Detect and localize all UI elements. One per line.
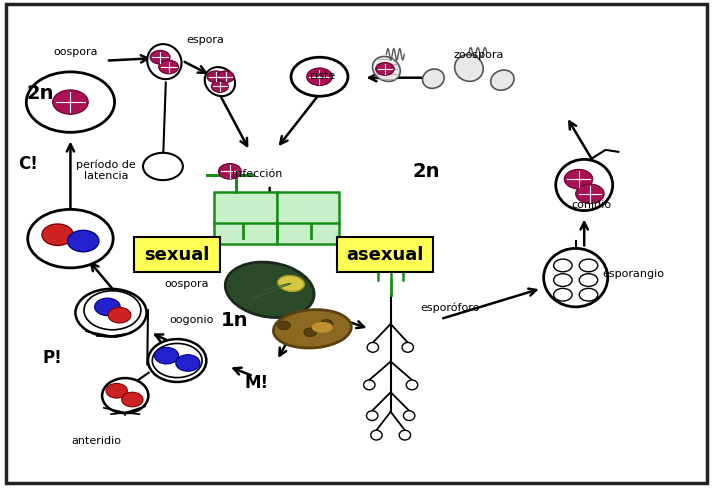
Ellipse shape	[491, 71, 514, 91]
Circle shape	[553, 289, 572, 302]
Circle shape	[53, 91, 88, 115]
Circle shape	[553, 274, 572, 287]
Circle shape	[218, 164, 241, 180]
Ellipse shape	[406, 380, 418, 390]
Text: conidio: conidio	[571, 200, 611, 210]
Ellipse shape	[364, 380, 375, 390]
Circle shape	[320, 320, 333, 329]
Text: ciste: ciste	[309, 71, 335, 81]
Circle shape	[291, 58, 348, 97]
Text: P!: P!	[42, 348, 62, 366]
Circle shape	[304, 328, 317, 337]
Circle shape	[42, 224, 73, 246]
FancyBboxPatch shape	[134, 238, 220, 272]
Text: C!: C!	[18, 155, 38, 173]
Text: infección: infección	[232, 168, 282, 179]
Ellipse shape	[102, 378, 148, 413]
Ellipse shape	[225, 263, 314, 318]
Text: oospora: oospora	[53, 47, 98, 57]
Circle shape	[106, 384, 128, 398]
Text: esporóforo: esporóforo	[421, 302, 480, 312]
Ellipse shape	[148, 339, 206, 382]
Ellipse shape	[555, 160, 612, 211]
Bar	[214, 193, 277, 224]
Ellipse shape	[205, 68, 235, 97]
Circle shape	[68, 231, 99, 252]
FancyBboxPatch shape	[6, 4, 707, 484]
Ellipse shape	[312, 323, 333, 333]
Circle shape	[217, 72, 234, 83]
Circle shape	[376, 63, 394, 76]
Text: oospora: oospora	[165, 278, 209, 288]
Circle shape	[143, 154, 183, 181]
Text: 2n: 2n	[26, 83, 53, 102]
Ellipse shape	[423, 70, 444, 89]
Circle shape	[564, 170, 593, 189]
Ellipse shape	[399, 430, 411, 440]
Ellipse shape	[76, 289, 147, 337]
Circle shape	[108, 308, 131, 324]
Circle shape	[277, 322, 290, 330]
Text: 2n: 2n	[413, 162, 440, 181]
Circle shape	[153, 344, 202, 378]
Ellipse shape	[366, 411, 378, 421]
Circle shape	[207, 72, 224, 83]
FancyBboxPatch shape	[337, 238, 434, 272]
Ellipse shape	[404, 411, 415, 421]
Text: 1n: 1n	[220, 310, 248, 329]
Circle shape	[579, 289, 597, 302]
Circle shape	[579, 260, 597, 272]
Bar	[277, 193, 339, 224]
Ellipse shape	[147, 45, 182, 80]
Text: anteridio: anteridio	[72, 435, 122, 445]
Circle shape	[84, 291, 141, 330]
Ellipse shape	[543, 249, 607, 307]
Text: M!: M!	[245, 374, 269, 392]
Circle shape	[155, 347, 178, 364]
Circle shape	[95, 299, 120, 316]
Text: zoospora: zoospora	[453, 50, 504, 60]
Circle shape	[579, 274, 597, 287]
Text: espora: espora	[187, 35, 225, 44]
Circle shape	[211, 81, 228, 93]
Circle shape	[159, 61, 178, 75]
Ellipse shape	[278, 276, 304, 292]
Circle shape	[122, 392, 143, 407]
Ellipse shape	[371, 430, 382, 440]
Circle shape	[28, 210, 113, 268]
Circle shape	[150, 51, 170, 65]
Ellipse shape	[273, 310, 352, 348]
Text: asexual: asexual	[347, 246, 424, 264]
Circle shape	[175, 355, 200, 371]
Circle shape	[307, 69, 332, 86]
Circle shape	[553, 260, 572, 272]
Ellipse shape	[372, 57, 400, 82]
Text: esporangio: esporangio	[602, 268, 664, 278]
Ellipse shape	[367, 343, 379, 352]
Text: oogonio: oogonio	[169, 314, 214, 325]
Text: sexual: sexual	[144, 246, 210, 264]
Bar	[277, 224, 339, 244]
Circle shape	[575, 184, 604, 204]
Text: período de
latencia: período de latencia	[76, 159, 136, 181]
Bar	[214, 224, 277, 244]
Ellipse shape	[455, 56, 483, 82]
Circle shape	[26, 73, 115, 133]
Ellipse shape	[402, 343, 414, 352]
